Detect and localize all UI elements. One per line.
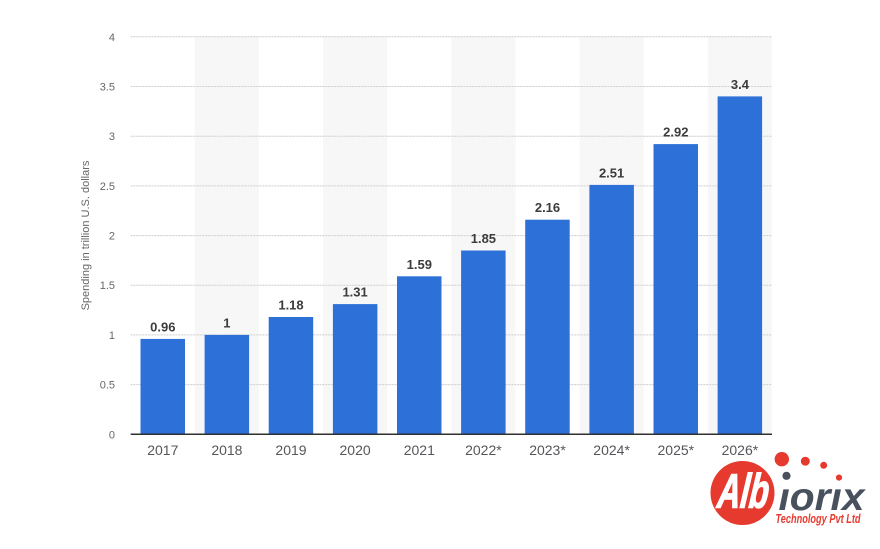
- svg-text:2.5: 2.5: [100, 181, 115, 193]
- svg-text:2020: 2020: [340, 442, 371, 458]
- svg-text:0: 0: [109, 429, 115, 441]
- svg-text:2.51: 2.51: [599, 165, 624, 180]
- svg-text:1: 1: [223, 315, 230, 330]
- svg-text:2025*: 2025*: [658, 442, 695, 458]
- svg-text:3.4: 3.4: [731, 77, 750, 92]
- svg-text:2018: 2018: [211, 442, 242, 458]
- svg-text:0.96: 0.96: [150, 319, 175, 334]
- svg-text:2023*: 2023*: [529, 442, 566, 458]
- svg-text:2: 2: [109, 231, 115, 243]
- svg-text:2024*: 2024*: [593, 442, 630, 458]
- svg-text:1.5: 1.5: [100, 280, 115, 292]
- svg-text:ıorıx: ıorıx: [779, 476, 866, 519]
- svg-text:3: 3: [109, 131, 115, 143]
- svg-text:2.92: 2.92: [663, 125, 688, 140]
- svg-text:2022*: 2022*: [465, 442, 502, 458]
- svg-text:2026*: 2026*: [722, 442, 759, 458]
- svg-text:Spending in trillion U.S. doll: Spending in trillion U.S. dollars: [80, 160, 92, 310]
- svg-text:2017: 2017: [147, 442, 178, 458]
- svg-text:1.59: 1.59: [407, 257, 432, 272]
- svg-text:Alb: Alb: [715, 464, 772, 518]
- svg-text:2021: 2021: [404, 442, 435, 458]
- svg-text:0.5: 0.5: [100, 380, 115, 392]
- svg-text:1.18: 1.18: [278, 298, 303, 313]
- svg-text:1.85: 1.85: [471, 231, 496, 246]
- svg-text:4: 4: [109, 32, 115, 44]
- svg-text:Technology Pvt Ltd: Technology Pvt Ltd: [776, 512, 861, 526]
- svg-text:1.31: 1.31: [342, 285, 367, 300]
- svg-text:2019: 2019: [275, 442, 306, 458]
- svg-text:2.16: 2.16: [535, 200, 560, 215]
- svg-text:3.5: 3.5: [100, 82, 115, 94]
- svg-text:1: 1: [109, 330, 115, 342]
